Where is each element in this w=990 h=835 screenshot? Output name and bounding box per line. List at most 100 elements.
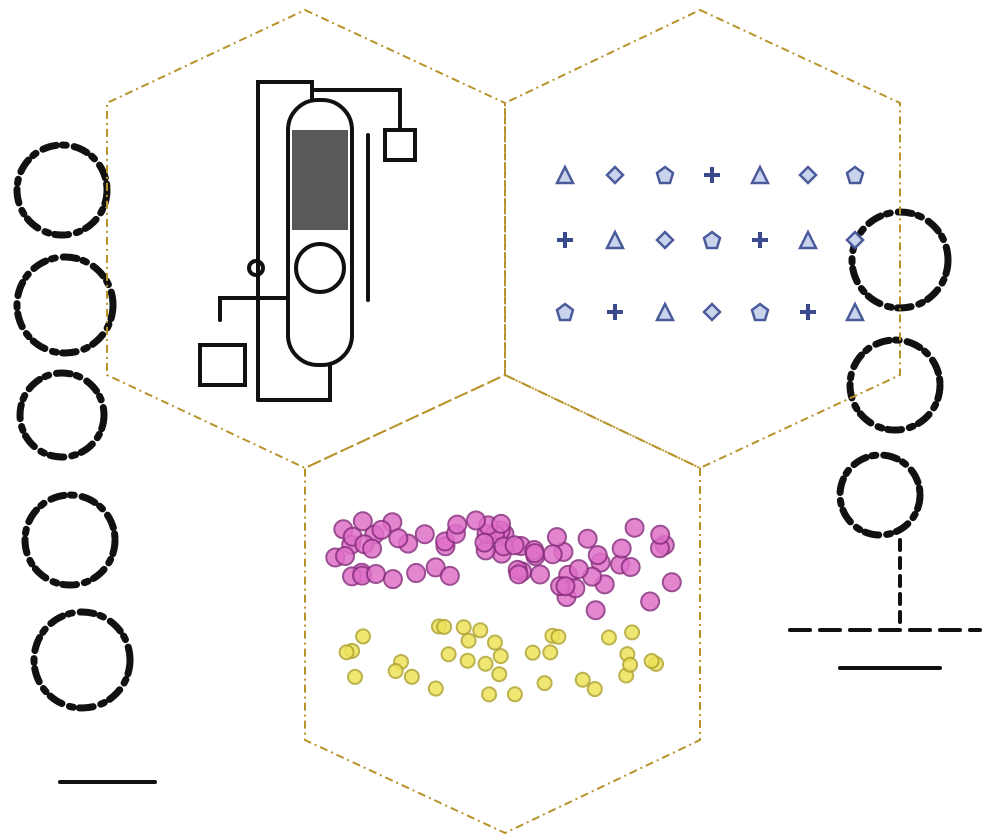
marker	[605, 165, 625, 185]
marker	[750, 302, 770, 322]
marker-grid	[554, 164, 866, 322]
blob	[474, 532, 495, 553]
blob	[586, 681, 603, 698]
blob	[406, 563, 427, 584]
blob	[403, 668, 420, 685]
blob	[346, 668, 363, 685]
blob	[355, 628, 372, 645]
marker	[655, 230, 675, 250]
blob	[661, 572, 682, 593]
blob	[574, 671, 591, 688]
blob	[524, 543, 545, 564]
blob	[481, 686, 498, 703]
blob	[643, 653, 660, 670]
blob	[455, 619, 472, 636]
blob	[650, 524, 671, 545]
pipe	[218, 296, 290, 322]
pipe	[256, 363, 332, 402]
marker	[555, 302, 575, 322]
blob	[371, 519, 392, 540]
blob	[624, 624, 641, 641]
hexagon	[304, 373, 701, 835]
marker	[704, 167, 720, 183]
blob	[427, 680, 444, 697]
blob	[506, 686, 523, 703]
packing	[292, 130, 348, 230]
marker	[654, 301, 676, 322]
blob	[568, 559, 589, 580]
blob	[555, 576, 576, 597]
marker	[554, 164, 576, 185]
sketch-circle	[13, 253, 117, 357]
blob	[459, 652, 476, 669]
pipe	[256, 80, 314, 402]
blob	[486, 634, 503, 651]
blob	[542, 544, 563, 565]
sketch-circle	[21, 491, 119, 589]
sketch-circle	[13, 141, 111, 239]
marker	[749, 164, 771, 185]
marker	[797, 229, 819, 250]
blob	[477, 655, 494, 672]
pipe	[313, 88, 402, 132]
column	[286, 98, 354, 367]
blob	[546, 527, 567, 548]
blob	[587, 545, 608, 566]
marker	[845, 230, 865, 250]
blob	[388, 528, 409, 549]
blob	[382, 569, 403, 590]
left-sketches	[13, 141, 157, 784]
blob	[491, 513, 512, 534]
marker	[702, 302, 722, 322]
marker	[845, 165, 865, 185]
blob	[550, 628, 567, 645]
sketch-circle	[30, 608, 134, 712]
blob	[465, 510, 486, 531]
blob	[508, 564, 529, 585]
sketch-circle	[836, 451, 924, 539]
blob	[439, 565, 460, 586]
blob	[472, 622, 489, 639]
blob	[542, 644, 559, 661]
blob	[577, 528, 598, 549]
blob	[585, 600, 606, 621]
heater	[294, 242, 346, 294]
column-diagram	[198, 80, 417, 402]
blob	[530, 564, 551, 585]
marker	[800, 304, 816, 320]
blob	[620, 557, 641, 578]
blob	[338, 644, 355, 661]
blob	[387, 663, 404, 680]
vessel	[383, 128, 417, 162]
blob	[352, 511, 373, 532]
vessel	[198, 343, 247, 387]
blob	[611, 538, 632, 559]
blob	[447, 514, 468, 535]
right-sketches	[788, 208, 982, 670]
marker	[752, 232, 768, 248]
sketch-circle	[16, 369, 108, 461]
marker	[607, 304, 623, 320]
blob-clusters	[325, 510, 682, 703]
blob	[362, 538, 383, 559]
blob	[600, 629, 617, 646]
blob	[492, 648, 509, 665]
blob	[624, 517, 645, 538]
blob	[640, 591, 661, 612]
blob	[491, 666, 508, 683]
blob	[414, 524, 435, 545]
blob	[460, 632, 477, 649]
sketch-circle	[846, 336, 944, 434]
marker	[604, 229, 626, 250]
valve	[247, 259, 265, 277]
hexagon	[504, 8, 901, 470]
marker	[557, 232, 573, 248]
marker	[798, 165, 818, 185]
marker	[702, 230, 722, 250]
blob	[436, 618, 453, 635]
blob	[335, 546, 356, 567]
blob	[440, 646, 457, 663]
blob	[504, 535, 525, 556]
